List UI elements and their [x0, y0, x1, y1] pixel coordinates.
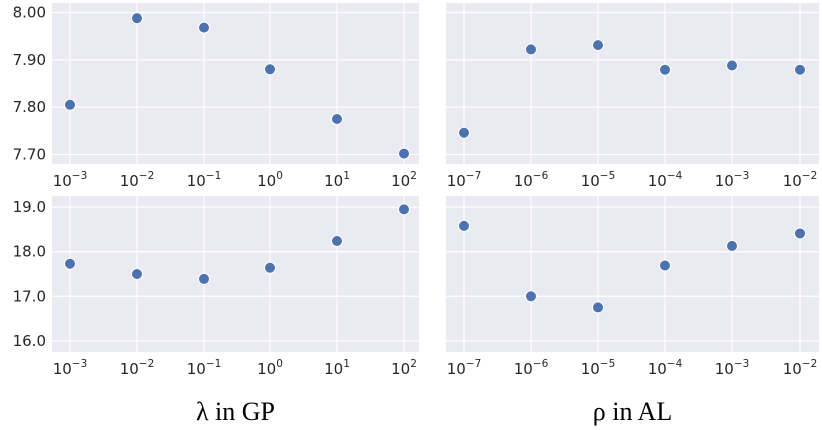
panel-background: [52, 3, 419, 164]
x-tick-label: 10−7: [447, 358, 482, 378]
data-point: [198, 272, 210, 285]
x-tick-label: 10−6: [514, 358, 549, 378]
data-point: [398, 203, 410, 216]
x-tick-label: 10−5: [581, 170, 616, 190]
data-point: [592, 39, 604, 52]
x-tick-label: 10−1: [187, 358, 222, 378]
data-point: [264, 261, 276, 274]
data-point: [331, 235, 343, 248]
x-tick-label: 10−1: [187, 170, 222, 190]
data-point: [64, 98, 76, 111]
x-tick-label: 10−3: [715, 170, 750, 190]
data-point: [726, 59, 738, 72]
x-tick-label: 100: [257, 170, 283, 190]
panel-bottom-left: 19.0 18.0 17.0 16.0 10−3 10−2 10−1 100 101 102 λ i…: [13, 196, 419, 426]
x-tick-label: 101: [324, 170, 350, 190]
y-tick-label: 18.0: [13, 243, 46, 261]
panel-background: [446, 3, 819, 164]
data-point: [525, 290, 537, 303]
data-point: [794, 227, 806, 240]
panel-top-left: 8.00 7.90 7.80 7.70 10−3 10−2 10−1 100 101 102: [13, 3, 419, 190]
data-point: [131, 12, 143, 25]
x-tick-label: 10−2: [783, 358, 818, 378]
data-point: [398, 147, 410, 160]
x-tick-label: 10−4: [648, 358, 683, 378]
y-tick-label: 19.0: [13, 198, 46, 216]
x-tick-label: 10−6: [514, 170, 549, 190]
panel-top-right: 10−7 10−6 10−5 10−4 10−3 10−2: [446, 3, 819, 190]
x-tick-label: 101: [324, 358, 350, 378]
data-point: [458, 219, 470, 232]
x-tick-label: 10−3: [53, 358, 88, 378]
y-tick-label: 8.00: [13, 3, 46, 21]
x-tick-label: 10−2: [120, 170, 155, 190]
y-tick-label: 16.0: [13, 332, 46, 350]
data-point: [794, 63, 806, 76]
data-point: [131, 268, 143, 280]
x-tick-label: 10−3: [715, 358, 750, 378]
y-tick-label: 7.90: [13, 51, 46, 69]
x-tick-label: 102: [391, 358, 417, 378]
x-axis-label: ρ in AL: [593, 397, 672, 426]
data-point: [64, 257, 76, 270]
panel-background: [52, 196, 419, 352]
x-tick-label: 10−4: [648, 170, 683, 190]
data-point: [659, 63, 671, 76]
data-point: [331, 113, 343, 126]
data-point: [592, 301, 604, 314]
y-tick-label: 7.80: [13, 98, 46, 116]
data-point: [726, 239, 738, 252]
x-tick-label: 10−7: [447, 170, 482, 190]
x-tick-label: 10−2: [783, 170, 818, 190]
x-tick-label: 10−2: [120, 358, 155, 378]
x-tick-label: 10−3: [53, 170, 88, 190]
x-tick-label: 10−5: [581, 358, 616, 378]
data-point: [198, 21, 210, 34]
data-point: [458, 126, 470, 139]
x-tick-label: 100: [257, 358, 283, 378]
panel-bottom-right: 10−7 10−6 10−5 10−4 10−3 10−2 ρ in AL: [446, 196, 819, 426]
y-tick-label: 17.0: [13, 287, 46, 305]
data-point: [264, 63, 276, 76]
data-point: [659, 259, 671, 272]
y-tick-label: 7.70: [13, 146, 46, 164]
data-point: [525, 43, 537, 56]
x-axis-label: λ in GP: [196, 397, 275, 426]
x-tick-label: 102: [391, 170, 417, 190]
panel-background: [446, 196, 819, 352]
